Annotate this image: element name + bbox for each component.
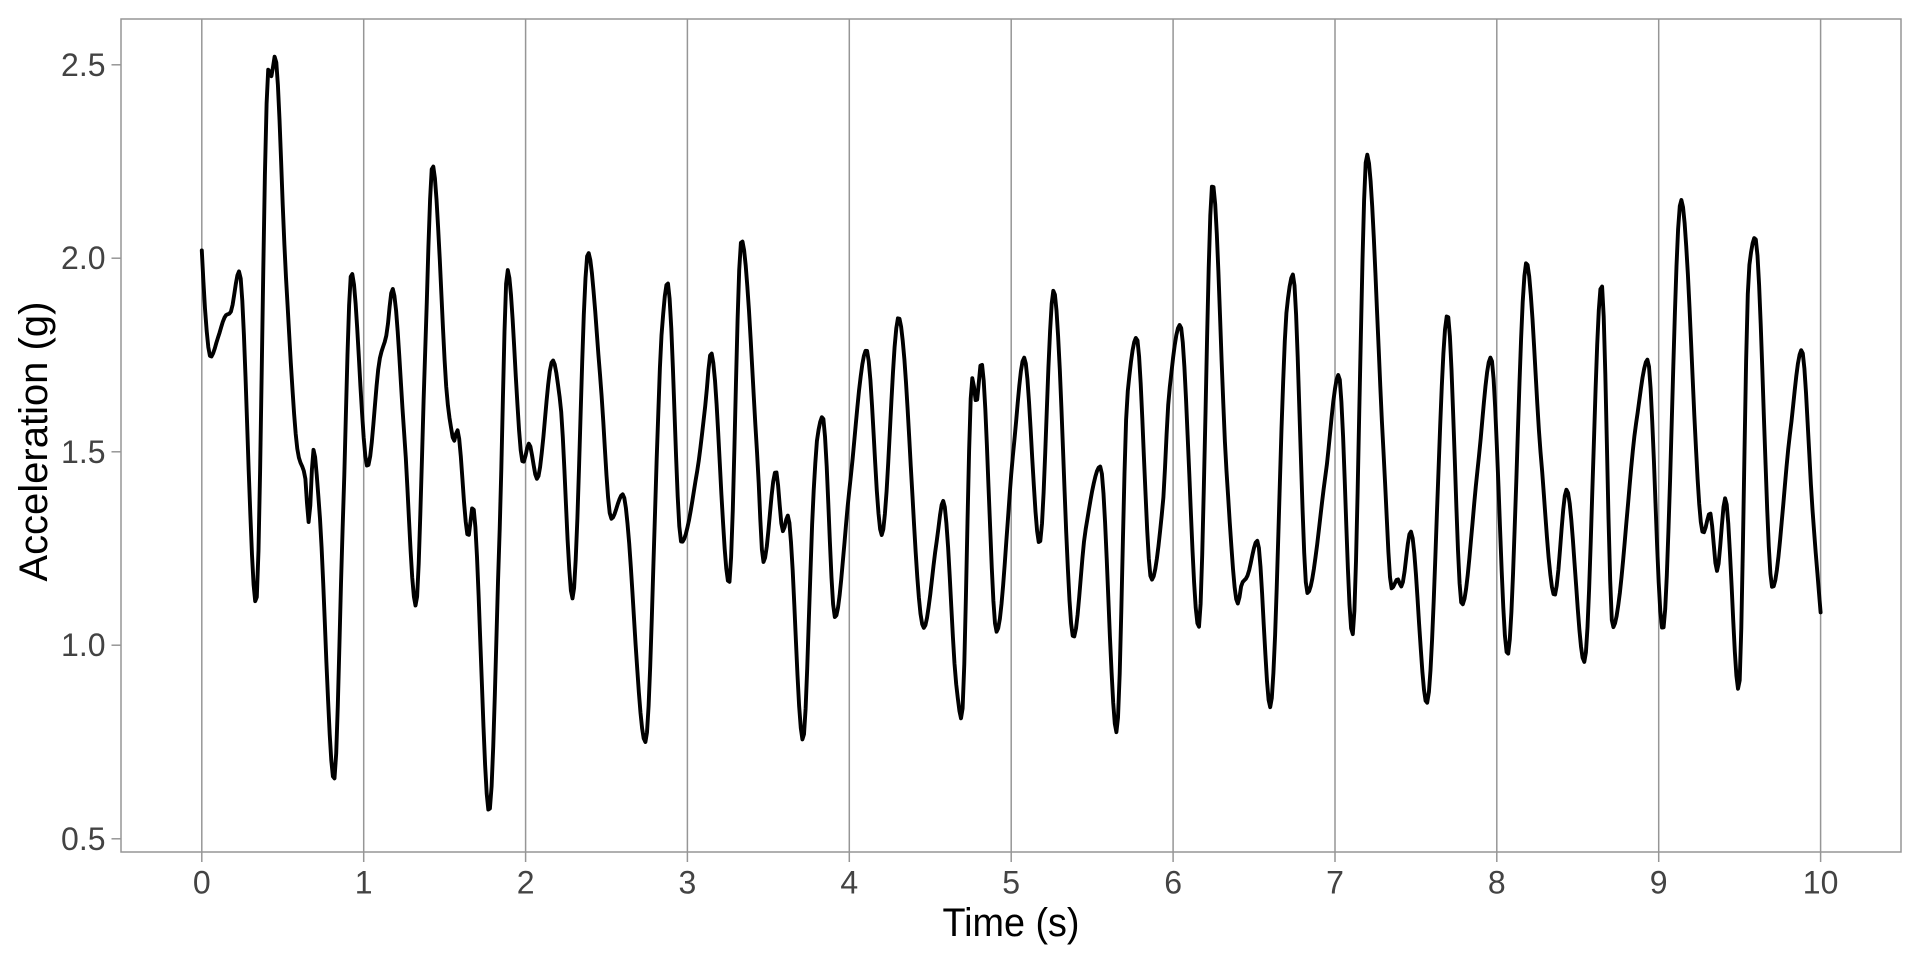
svg-text:2.0: 2.0 (61, 240, 105, 276)
svg-text:1: 1 (355, 865, 373, 901)
svg-text:1.0: 1.0 (61, 627, 105, 663)
svg-text:1.5: 1.5 (61, 434, 105, 470)
svg-text:Acceleration (g): Acceleration (g) (12, 302, 56, 582)
svg-text:9: 9 (1650, 865, 1668, 901)
svg-text:4: 4 (840, 865, 858, 901)
svg-text:0: 0 (193, 865, 211, 901)
svg-text:6: 6 (1164, 865, 1182, 901)
svg-text:2.5: 2.5 (61, 47, 105, 83)
svg-text:3: 3 (679, 865, 697, 901)
svg-text:5: 5 (1002, 865, 1020, 901)
svg-text:10: 10 (1803, 865, 1839, 901)
svg-text:Time (s): Time (s) (943, 901, 1080, 945)
svg-text:2: 2 (517, 865, 535, 901)
svg-text:8: 8 (1488, 865, 1506, 901)
svg-text:7: 7 (1326, 865, 1344, 901)
svg-text:0.5: 0.5 (61, 821, 105, 857)
